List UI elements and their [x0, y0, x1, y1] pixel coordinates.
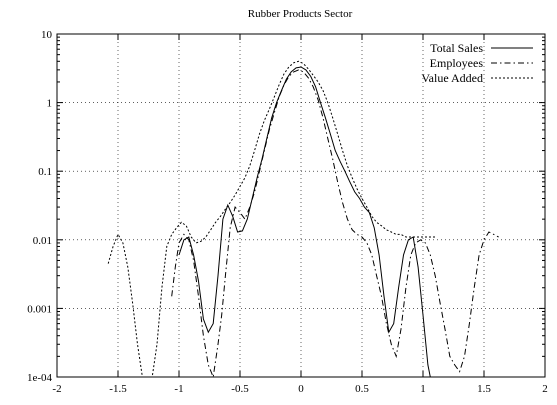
- x-tick-label: 0: [298, 383, 304, 395]
- y-tick-label: 0.01: [33, 235, 52, 247]
- y-tick-label: 0.001: [27, 303, 52, 315]
- x-tick-label: -1: [174, 383, 183, 395]
- legend-label: Employees: [430, 56, 484, 70]
- x-tick-label: 2: [542, 383, 548, 395]
- y-tick-label: 10: [41, 29, 53, 41]
- x-tick-label: -2: [52, 383, 61, 395]
- x-tick-label: 0.5: [355, 383, 369, 395]
- legend-label: Value Added: [421, 71, 483, 85]
- x-tick-label: -0.5: [231, 383, 249, 395]
- chart-title: Rubber Products Sector: [248, 8, 353, 20]
- y-tick-label: 0.1: [38, 166, 52, 178]
- legend-label: Total Sales: [430, 41, 483, 55]
- x-tick-label: -1.5: [109, 383, 127, 395]
- y-tick-label: 1: [47, 98, 53, 110]
- x-tick-label: 1: [420, 383, 426, 395]
- y-tick-label: 1e-04: [27, 372, 53, 384]
- x-tick-label: 1.5: [477, 383, 491, 395]
